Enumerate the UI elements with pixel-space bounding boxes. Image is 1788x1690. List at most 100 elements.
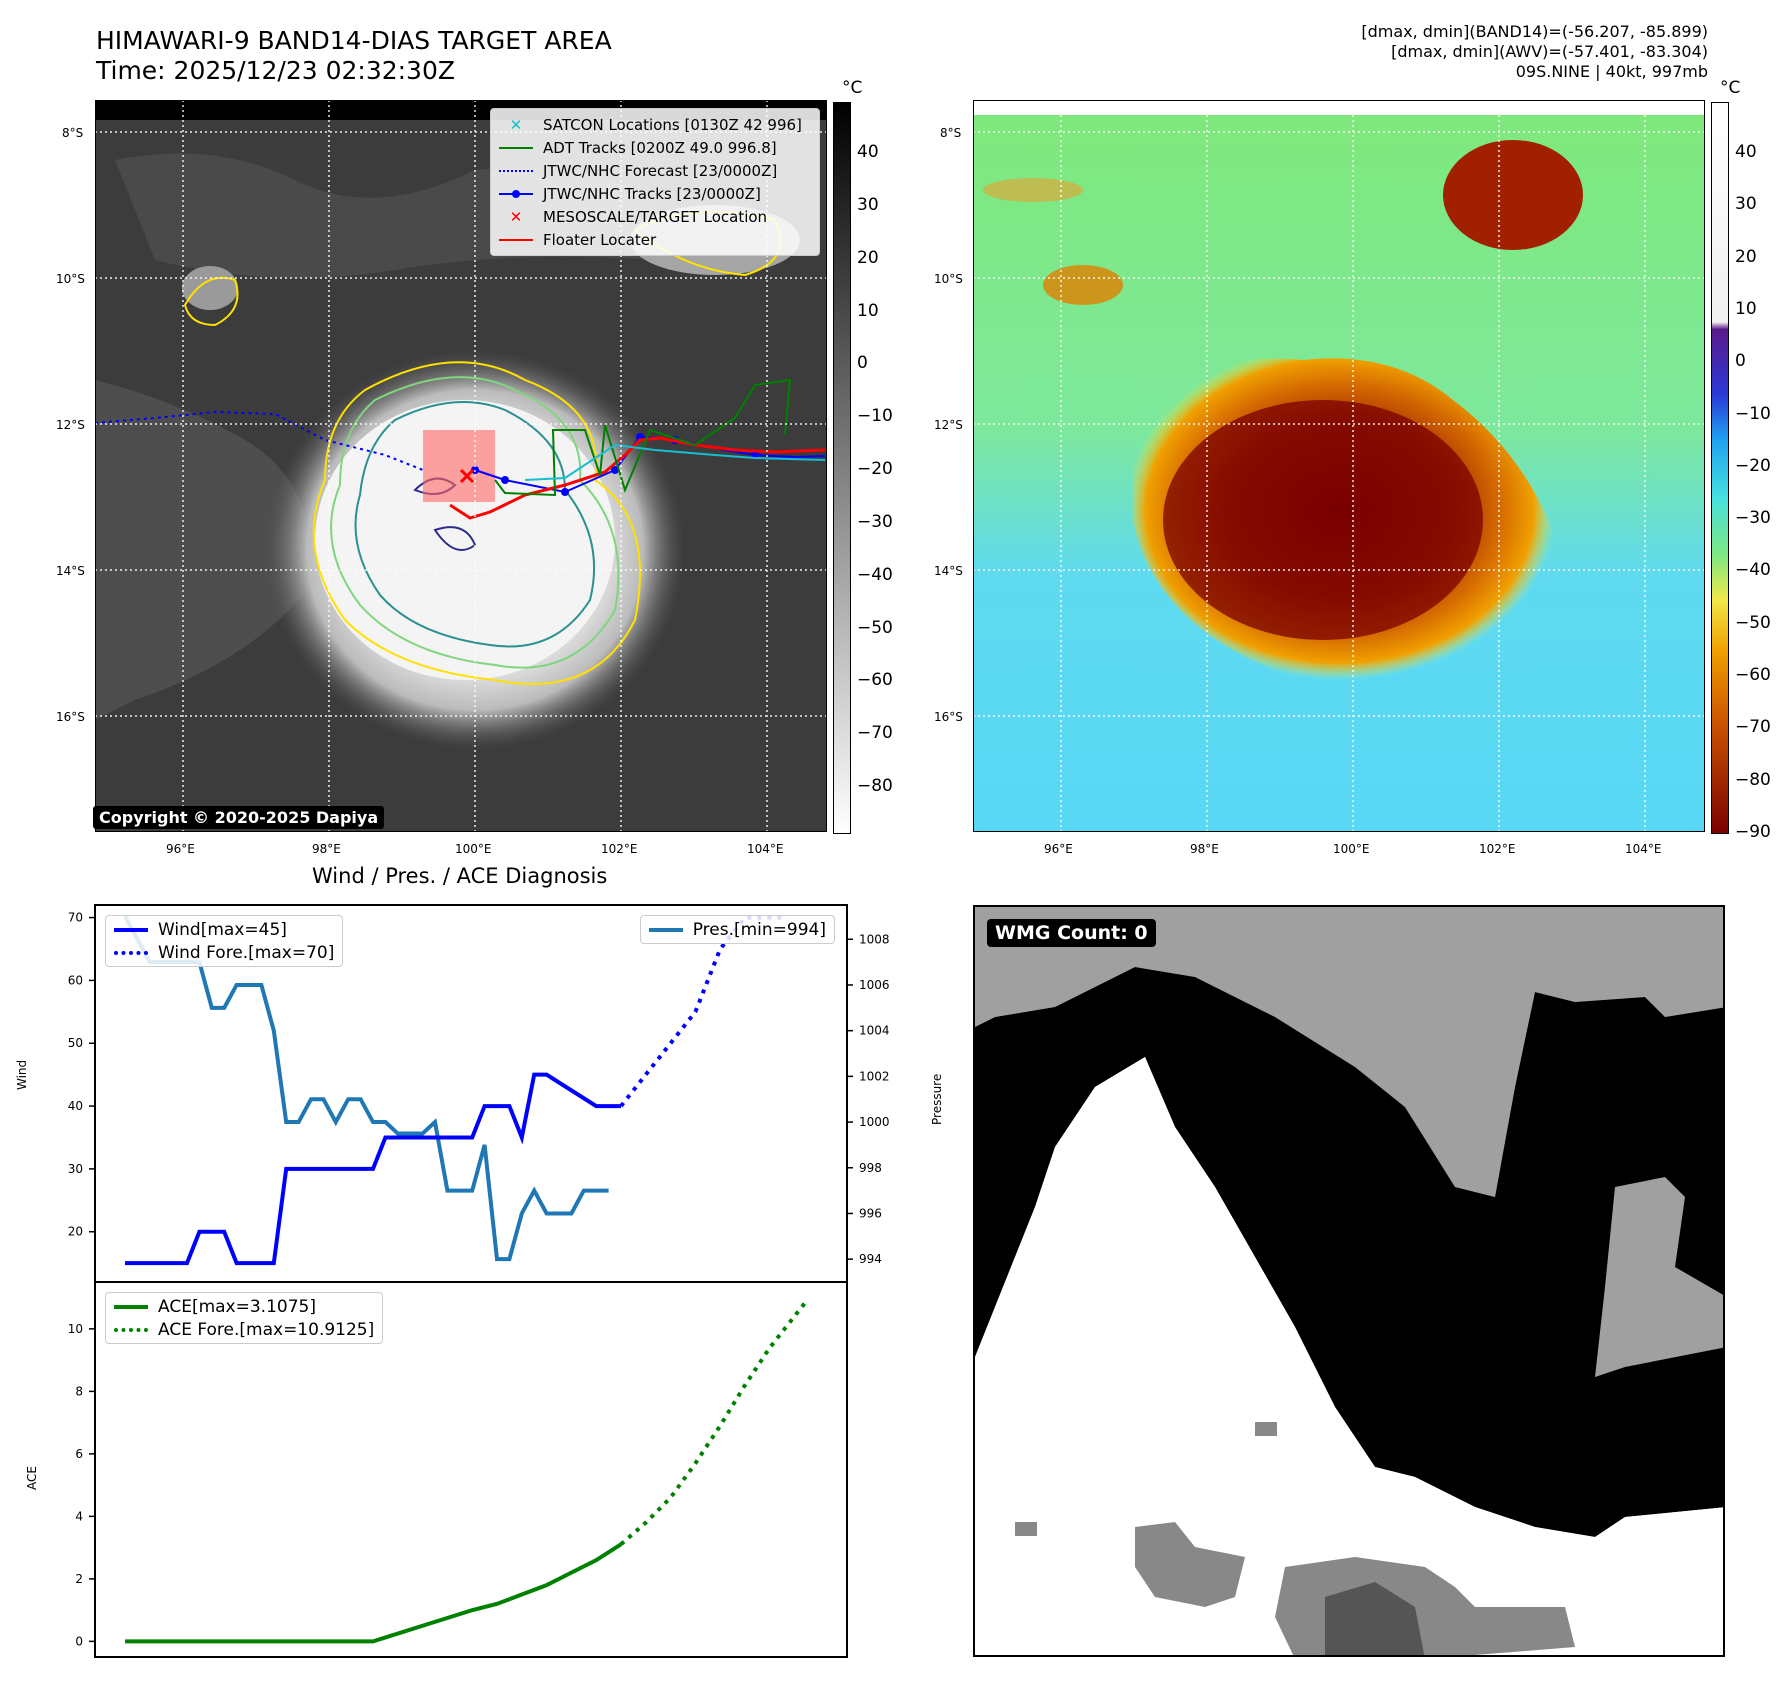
- pressure-legend: Pres.[min=994]: [639, 915, 835, 944]
- ace-plot: 0 2 4 6 8 10: [68, 1281, 848, 1658]
- map-legend: ✕ SATCON Locations [0130Z 42 996] ADT Tr…: [490, 108, 820, 256]
- colorbar-tick-label: −80: [857, 776, 893, 796]
- wind-pressure-chart: 20 30 40 50 60 70 994 996 998 1000 1002 1004 1006 100…: [68, 904, 890, 1283]
- lat-label: 10°S: [934, 272, 963, 286]
- colorbar-tick-label: 10: [857, 300, 879, 321]
- lat-label: 14°S: [56, 564, 85, 578]
- lon-label: 100°E: [1333, 842, 1370, 856]
- ir-map-panel: ✕ SATCON Locations [0130Z 42 996] ADT Tr…: [93, 100, 827, 832]
- plot-frame: [94, 1281, 848, 1658]
- y-tick-label: 0: [75, 1634, 83, 1648]
- legend-floater: Floater Locater: [491, 228, 819, 251]
- x-marker-icon: ✕: [509, 207, 523, 226]
- legend-ace-fore: ACE Fore.[max=10.9125]: [106, 1318, 382, 1341]
- gray-colorbar-unit: °C: [842, 78, 863, 98]
- colorbar-tick-label: 0: [1735, 351, 1746, 372]
- main-title: HIMAWARI-9 BAND14-DIAS TARGET AREA Time:…: [96, 26, 612, 86]
- wmg-panel: WMG Count: 0: [973, 905, 1725, 1657]
- series-line: [125, 1542, 623, 1644]
- solid-line-icon: [499, 234, 533, 246]
- y-tick-label: 10: [68, 1322, 83, 1336]
- lon-label: 98°E: [1190, 842, 1219, 856]
- colorbar-tick-label: −10: [1735, 403, 1771, 424]
- legend-target: ✕ MESOSCALE/TARGET Location: [491, 205, 819, 228]
- y-tick-label: 50: [68, 1036, 83, 1050]
- lon-label: 100°E: [455, 842, 492, 856]
- colorbar-tick-label: −40: [1735, 560, 1771, 581]
- y-right-tick-label: 1000: [859, 1115, 890, 1129]
- enhanced-map-panel: [973, 100, 1705, 832]
- lon-label: 96°E: [1044, 842, 1073, 856]
- solid-line-icon: [648, 924, 683, 936]
- gray-colorbar: [833, 102, 851, 834]
- y-tick-label: 4: [75, 1509, 83, 1523]
- colorbar-tick-label: −70: [1735, 717, 1771, 738]
- pressure-series-line: [123, 915, 609, 1262]
- lat-label: 16°S: [934, 710, 963, 724]
- y-tick-label: 2: [75, 1572, 83, 1586]
- y-right-tick-label: 996: [859, 1206, 882, 1220]
- colorbar-tick-label: −10: [857, 406, 893, 427]
- colorbar-tick-label: −60: [857, 670, 893, 691]
- solid-line-icon: [114, 924, 148, 936]
- title-line-1: HIMAWARI-9 BAND14-DIAS TARGET AREA: [96, 26, 612, 55]
- y-tick-label: 20: [68, 1225, 83, 1239]
- solid-line-icon: [499, 142, 533, 154]
- colorbar-tick-label: −30: [1735, 508, 1771, 529]
- legend-tracks: JTWC/NHC Tracks [23/0000Z]: [491, 182, 819, 205]
- title-line-2: Time: 2025/12/23 02:32:30Z: [96, 56, 455, 85]
- lon-label: 104°E: [747, 842, 784, 856]
- colorbar-tick-label: 20: [857, 247, 879, 268]
- ace-chart: 0 2 4 6 8 10 ACE[max=3.1075] ACE Fore.[max=10…: [68, 1281, 848, 1658]
- dotted-line-icon: [114, 1324, 148, 1336]
- lat-label: 14°S: [934, 564, 963, 578]
- lon-label: 102°E: [1479, 842, 1516, 856]
- pressure-axis-label: Pressure: [930, 1073, 944, 1125]
- y-tick-label: 60: [68, 973, 83, 987]
- y-tick-label: 8: [75, 1384, 83, 1398]
- colorbar-tick-label: −90: [1735, 822, 1771, 842]
- colorbar-tick-label: 10: [1735, 298, 1757, 319]
- color-colorbar: [1711, 102, 1729, 834]
- colorbar-tick-label: −20: [857, 459, 893, 479]
- wmg-mask: [975, 907, 1723, 1655]
- legend-tracks-label: JTWC/NHC Tracks [23/0000Z]: [543, 184, 761, 203]
- colorbar-tick-label: −20: [1735, 455, 1771, 476]
- dotted-line-icon: [499, 165, 533, 177]
- colorbar-tick-label: −80: [1735, 769, 1771, 790]
- lon-label: 98°E: [312, 842, 341, 856]
- lat-label: 16°S: [56, 710, 85, 724]
- colorbar-tick-label: 20: [1735, 246, 1757, 267]
- legend-forecast-label: JTWC/NHC Forecast [23/0000Z]: [543, 161, 778, 180]
- legend-ace: ACE[max=3.1075]: [106, 1295, 382, 1318]
- lon-label: 102°E: [601, 842, 638, 856]
- legend-pressure: Pres.[min=994]: [641, 918, 834, 941]
- wmg-count-badge: WMG Count: 0: [987, 919, 1156, 947]
- legend-satcon-label: SATCON Locations [0130Z 42 996]: [543, 115, 802, 134]
- lat-label: 8°S: [62, 126, 84, 140]
- lat-label: 10°S: [56, 272, 85, 286]
- colorbar-tick-label: 30: [857, 194, 879, 215]
- legend-wind-fore: Wind Fore.[max=70]: [106, 941, 342, 964]
- colorbar-tick-label: −70: [857, 723, 893, 744]
- colorbar-tick-label: −50: [1735, 612, 1771, 633]
- storm-info: 09S.NINE | 40kt, 997mb: [1515, 62, 1708, 81]
- y-right-tick-label: 1004: [859, 1024, 890, 1038]
- y-tick-label: 40: [68, 1099, 83, 1113]
- legend-ace-fore-label: ACE Fore.[max=10.9125]: [158, 1319, 375, 1340]
- y-right-tick-label: 998: [859, 1161, 882, 1175]
- colorbar-tick-label: −50: [857, 617, 893, 638]
- colorbar-tick-label: 0: [857, 353, 868, 374]
- x-marker-icon: ✕: [509, 115, 523, 134]
- legend-floater-label: Floater Locater: [543, 230, 657, 249]
- y-right-tick-label: 1002: [859, 1069, 890, 1083]
- legend-pressure-label: Pres.[min=994]: [692, 919, 826, 940]
- y-tick-label: 6: [75, 1447, 83, 1461]
- colorbar-tick-label: −30: [857, 511, 893, 532]
- legend-adt: ADT Tracks [0200Z 49.0 996.8]: [491, 136, 819, 159]
- y-right-tick-label: 1006: [859, 978, 890, 992]
- forecast-series-line: [619, 915, 783, 1108]
- forecast-series-line: [619, 1299, 809, 1546]
- dotted-line-icon: [114, 947, 148, 959]
- lon-label: 96°E: [166, 842, 195, 856]
